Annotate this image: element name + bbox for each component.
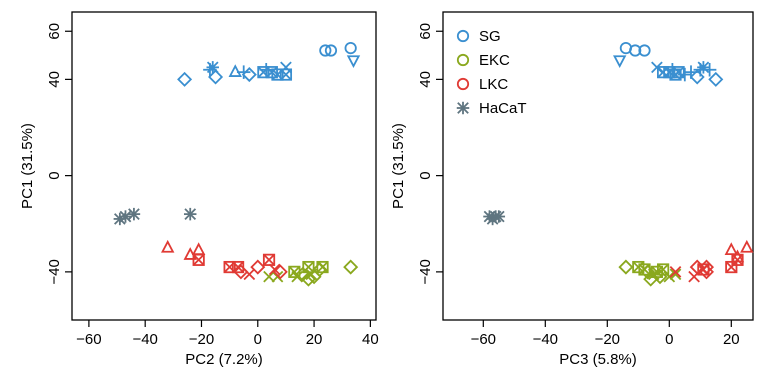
legend: SG EKC LKC HaCaT (456, 28, 527, 117)
data-points (483, 41, 754, 287)
plot-frame (442, 11, 754, 321)
data-point-lkc (740, 239, 754, 253)
legend-label: SG (479, 28, 501, 45)
data-point-lkc (250, 259, 266, 275)
data-point-lkc (730, 249, 745, 263)
data-point-lkc (161, 239, 175, 253)
data-point-sg (241, 67, 257, 83)
data-point-sg (208, 69, 224, 85)
legend-label: HaCaT (479, 100, 527, 117)
x-tick-label: −60 (76, 331, 101, 348)
x-tick-label: −60 (471, 331, 496, 348)
data-point-sg (344, 41, 357, 55)
y-tick-label: 40 (46, 71, 63, 88)
x-tick-label: 20 (723, 331, 740, 348)
data-point-sg (319, 44, 332, 57)
data-point-lkc (669, 266, 682, 278)
data-point-lkc (192, 253, 205, 266)
data-point-lkc (698, 259, 715, 275)
data-point-sg (708, 71, 724, 87)
data-point-sg (236, 65, 251, 79)
y-axis-label: PC1 (31.5%) (19, 123, 36, 209)
legend-marker-ekc (456, 53, 470, 67)
x-tick-label: 40 (362, 331, 379, 348)
data-point-ekc (316, 260, 329, 274)
data-point-ekc (618, 259, 634, 275)
x-tick-label: −20 (189, 331, 214, 348)
data-point-sg (629, 44, 642, 57)
data-point-ekc (263, 270, 275, 283)
data-point-sg (613, 55, 627, 69)
scatter-panel-2: −60 −40 −20 0 20 −40 0 40 60 PC3 (5.8%) PC1 (31.5%… (390, 11, 754, 368)
y-tick-label: 0 (46, 171, 63, 179)
legend-label: EKC (479, 52, 510, 69)
data-point-ekc (300, 271, 316, 287)
data-point-hacat (127, 207, 141, 221)
x-tick-label: 0 (254, 331, 262, 348)
data-point-ekc (291, 270, 304, 283)
data-point-sg (672, 66, 685, 79)
data-point-ekc (669, 268, 682, 281)
data-point-sg (280, 61, 292, 74)
y-axis-label: PC1 (31.5%) (390, 123, 407, 209)
y-tick-label: −40 (46, 259, 63, 284)
data-point-lkc (262, 253, 276, 266)
data-point-lkc (272, 264, 288, 280)
data-point-lkc (243, 268, 256, 281)
data-point-sg (177, 71, 193, 87)
x-tick-label: −40 (132, 331, 157, 348)
y-tick-label: −40 (417, 259, 434, 284)
x-axis-label: PC3 (5.8%) (559, 351, 637, 368)
y-tick-label: 60 (46, 23, 63, 40)
data-point-sg (346, 55, 361, 69)
legend-marker-lkc (456, 77, 470, 91)
data-point-sg (638, 44, 651, 57)
data-point-sg (651, 61, 663, 74)
data-point-sg (689, 69, 705, 85)
data-point-ekc (271, 270, 284, 283)
data-point-lkc (724, 242, 738, 256)
legend-label: LKC (479, 76, 508, 93)
y-tick-label: 40 (417, 71, 434, 88)
x-tick-label: −20 (595, 331, 620, 348)
data-point-lkc (268, 263, 281, 276)
x-tick-label: 20 (306, 331, 323, 348)
data-point-sg (228, 64, 242, 77)
data-point-hacat (119, 210, 132, 223)
data-point-hacat (492, 210, 506, 223)
x-tick-label: 0 (665, 331, 673, 348)
data-point-sg (678, 67, 692, 82)
data-point-hacat (183, 207, 197, 221)
data-points (113, 41, 361, 287)
data-point-sg (702, 62, 717, 77)
scatter-panel-1: −60 −40 −20 0 20 40 −40 0 40 60 PC2 (7.2%) PC1 (31.… (19, 11, 379, 368)
data-point-sg (324, 44, 338, 57)
data-point-ekc (663, 270, 676, 283)
plot-frame (71, 11, 377, 321)
y-tick-label: 60 (417, 23, 434, 40)
y-tick-label: 0 (417, 171, 434, 179)
data-point-sg (697, 61, 710, 74)
legend-marker-hacat (456, 101, 470, 115)
data-point-ekc (343, 259, 359, 275)
x-tick-label: −40 (533, 331, 558, 348)
legend-marker-sg (456, 29, 470, 43)
x-axis-label: PC2 (7.2%) (185, 351, 263, 368)
data-point-lkc (191, 242, 206, 256)
